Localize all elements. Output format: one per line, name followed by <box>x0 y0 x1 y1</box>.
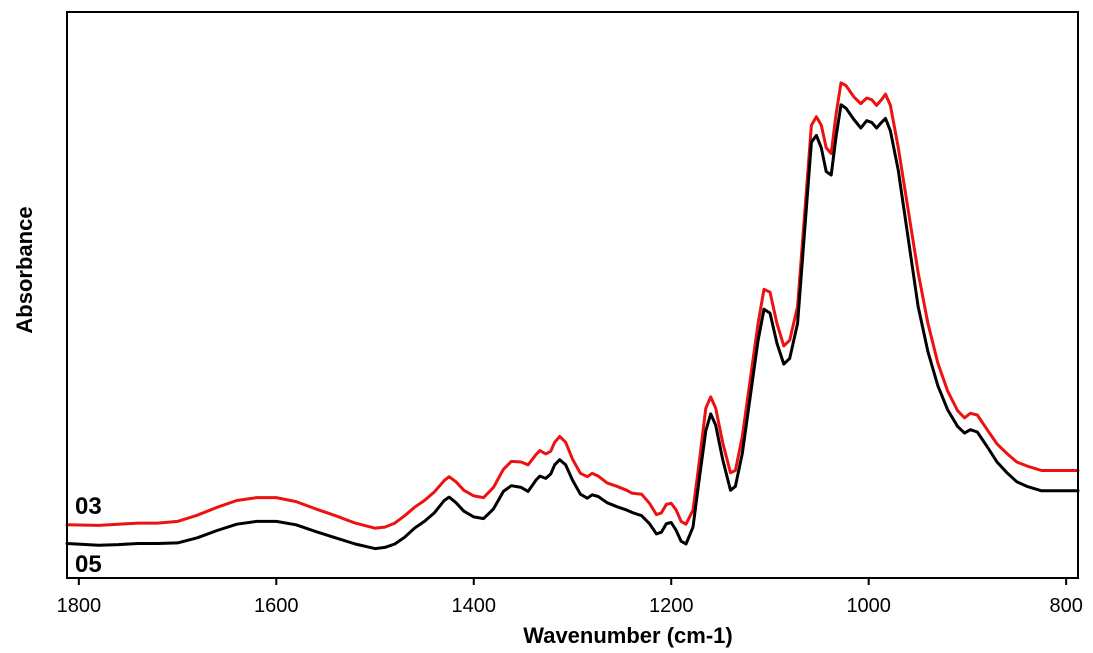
x-axis: 1800 1600 1400 1200 1000 800 <box>57 578 1083 617</box>
series-label-03: 03 <box>75 493 102 520</box>
series-label-05: 05 <box>75 551 102 578</box>
x-tick-label-1200: 1200 <box>649 595 694 617</box>
series-line-05 <box>65 103 1080 551</box>
y-axis-title: Absorbance <box>12 206 37 333</box>
x-axis-title: Wavenumber (cm-1) <box>523 623 732 648</box>
x-tick-label-1400: 1400 <box>452 595 497 617</box>
x-tick-label-1800: 1800 <box>57 595 102 617</box>
x-tick-label-1000: 1000 <box>846 595 891 617</box>
plot-content <box>65 81 1080 551</box>
x-tick-label-1600: 1600 <box>254 595 299 617</box>
series-line-03 <box>65 81 1080 530</box>
x-tick-label-800: 800 <box>1049 595 1082 617</box>
plot-frame <box>66 11 1079 579</box>
